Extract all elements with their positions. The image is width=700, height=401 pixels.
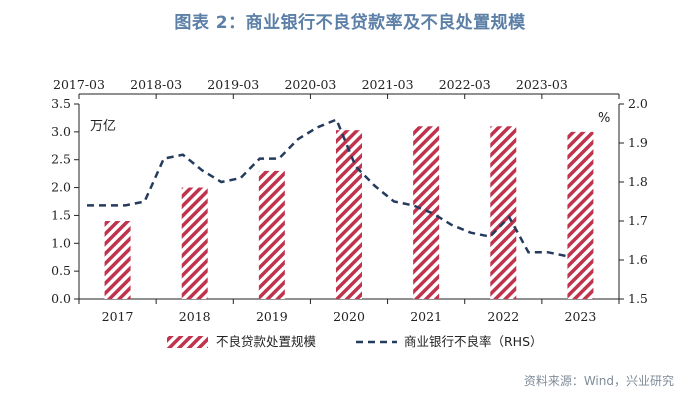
left-tick-label: 1.5	[51, 207, 71, 222]
category-label: 2022	[487, 309, 519, 324]
right-tick-label: 1.7	[628, 213, 648, 228]
bar-series	[104, 126, 594, 300]
source-note: 资料来源：Wind，兴业研究	[523, 374, 674, 388]
line-series	[87, 117, 567, 258]
category-label: 2018	[179, 309, 211, 324]
top-tick-label: 2017-03	[53, 77, 105, 92]
right-axis-ticks: 1.5 1.6 1.7 1.8 1.9 2.0	[619, 96, 648, 306]
bar	[490, 126, 517, 300]
top-axis-ticks: 2017-03 2018-03 2019-03 2020-03 2021-03 2022-…	[53, 77, 620, 99]
right-tick-label: 1.8	[628, 174, 648, 189]
bar	[181, 187, 208, 299]
bar	[336, 130, 362, 299]
category-label: 2021	[410, 309, 442, 324]
bar	[258, 170, 285, 299]
top-tick-label: 2018-03	[130, 77, 182, 92]
chart-title: 图表 2：商业银行不良贷款率及不良处置规模	[174, 13, 526, 33]
top-tick-label: 2022-03	[439, 77, 491, 92]
left-tick-label: 3.5	[51, 96, 71, 111]
right-unit-label: %	[598, 111, 610, 126]
top-tick-label: 2020-03	[284, 77, 336, 92]
left-tick-label: 2.5	[51, 152, 71, 167]
category-label: 2023	[565, 309, 597, 324]
left-tick-label: 0.0	[51, 291, 71, 306]
left-tick-label: 1.0	[51, 235, 71, 250]
right-tick-label: 2.0	[628, 96, 648, 111]
left-tick-label: 0.5	[51, 263, 71, 278]
legend-line-label: 商业银行不良率（RHS）	[404, 334, 543, 349]
top-tick-label: 2021-03	[362, 77, 414, 92]
right-tick-label: 1.6	[628, 252, 648, 267]
left-unit-label: 万亿	[90, 119, 116, 134]
bar	[104, 221, 131, 299]
bar	[567, 131, 594, 299]
left-tick-label: 2.0	[51, 180, 71, 195]
category-label: 2019	[256, 309, 288, 324]
left-axis-ticks: 0.0 0.5 1.0 1.5 2.0 2.5 3.0 3.5	[51, 96, 79, 306]
left-tick-label: 3.0	[51, 124, 71, 139]
bar	[413, 126, 440, 300]
legend: 不良贷款处置规模 商业银行不良率（RHS）	[167, 334, 543, 349]
nonperforming-ratio-line	[87, 117, 567, 258]
legend-bar-swatch	[167, 336, 208, 348]
top-tick-label: 2019-03	[207, 77, 259, 92]
bottom-axis-ticks: 2017 2018 2019 2020 2021 2022 2023	[78, 299, 620, 324]
right-tick-label: 1.5	[628, 291, 648, 306]
legend-bar-label: 不良贷款处置规模	[216, 334, 317, 349]
right-tick-label: 1.9	[628, 135, 648, 150]
category-label: 2017	[102, 309, 134, 324]
category-label: 2020	[333, 309, 365, 324]
top-tick-label: 2023-03	[516, 77, 568, 92]
